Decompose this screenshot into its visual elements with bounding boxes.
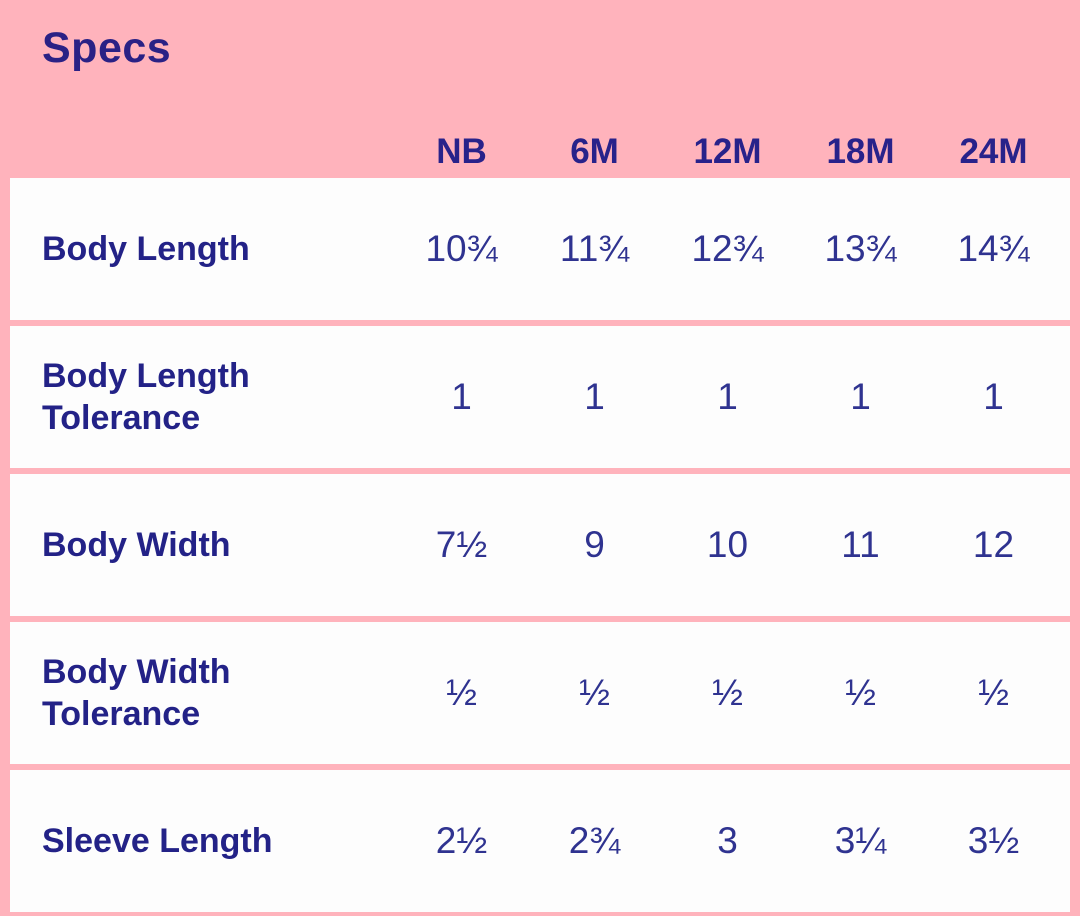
column-header-12m: 12M bbox=[693, 132, 762, 171]
row-label: Body Width bbox=[42, 525, 231, 564]
spec-value-cell: 1 bbox=[451, 376, 472, 417]
spec-value-cell: ½ bbox=[712, 672, 743, 713]
spec-value-cell: 3¼ bbox=[834, 820, 887, 861]
spec-value-cell: ½ bbox=[579, 672, 610, 713]
table-row-sleeve-length: Sleeve Length 2½ 2¾ 3 3¼ 3½ bbox=[10, 770, 1070, 912]
size-column-headers: NB 6M 12M 18M 24M bbox=[10, 132, 1060, 172]
specs-header: Specs NB 6M 12M 18M 24M bbox=[0, 0, 1080, 178]
spec-value-cell: 2½ bbox=[435, 820, 488, 861]
spec-value-cell: ½ bbox=[978, 672, 1009, 713]
spec-value-cell: 1 bbox=[717, 376, 738, 417]
column-header-6m: 6M bbox=[570, 132, 619, 171]
spec-value-cell: 1 bbox=[983, 376, 1004, 417]
row-label-spacer bbox=[10, 132, 395, 172]
row-label: Sleeve Length bbox=[42, 821, 273, 860]
row-label: Body Length bbox=[42, 229, 250, 268]
table-row-body-width-tolerance: Body Width Tolerance ½ ½ ½ ½ ½ bbox=[10, 622, 1070, 764]
spec-value-cell: ½ bbox=[845, 672, 876, 713]
spec-value-cell: 1 bbox=[850, 376, 871, 417]
spec-value-cell: 9 bbox=[584, 524, 605, 565]
spec-value-cell: 10 bbox=[706, 524, 749, 565]
specs-table-body: Body Length 10¾ 11¾ 12¾ 13¾ 14¾ Body Len… bbox=[0, 178, 1080, 912]
column-header-nb: NB bbox=[436, 132, 487, 171]
spec-value-cell: 11 bbox=[841, 524, 880, 565]
spec-value-cell: 14¾ bbox=[957, 228, 1030, 269]
spec-value-cell: 13¾ bbox=[824, 228, 897, 269]
table-row-body-width: Body Width 7½ 9 10 11 12 bbox=[10, 474, 1070, 616]
page-title: Specs bbox=[42, 24, 172, 72]
column-header-24m: 24M bbox=[959, 132, 1028, 171]
spec-value-cell: ½ bbox=[446, 672, 477, 713]
spec-value-cell: 2¾ bbox=[568, 820, 621, 861]
spec-value-cell: 1 bbox=[584, 376, 605, 417]
row-label: Body Width Tolerance bbox=[42, 652, 231, 734]
column-header-18m: 18M bbox=[826, 132, 895, 171]
spec-value-cell: 3½ bbox=[967, 820, 1020, 861]
spec-value-cell: 10¾ bbox=[425, 228, 498, 269]
spec-value-cell: 12¾ bbox=[691, 228, 764, 269]
table-row-body-length: Body Length 10¾ 11¾ 12¾ 13¾ 14¾ bbox=[10, 178, 1070, 320]
row-label: Body Length Tolerance bbox=[42, 356, 250, 438]
spec-value-cell: 12 bbox=[972, 524, 1015, 565]
spec-value-cell: 11¾ bbox=[559, 228, 630, 269]
spec-value-cell: 7½ bbox=[435, 524, 488, 565]
table-row-body-length-tolerance: Body Length Tolerance 1 1 1 1 1 bbox=[10, 326, 1070, 468]
spec-value-cell: 3 bbox=[717, 820, 738, 861]
